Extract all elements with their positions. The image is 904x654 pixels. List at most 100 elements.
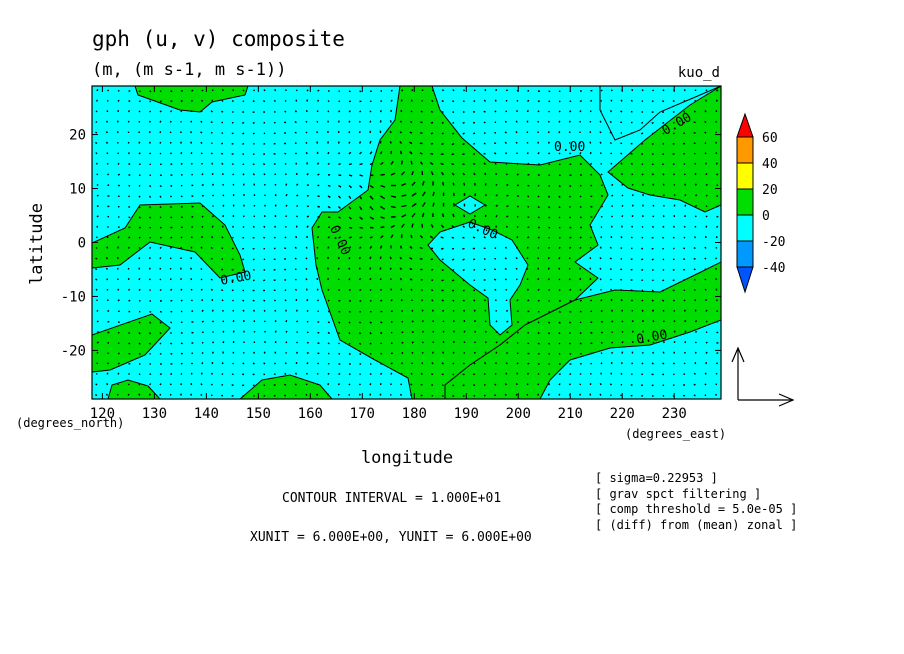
wind-vector [201,341,204,344]
wind-vector [547,206,551,209]
wind-vector [106,362,109,365]
wind-vector [106,299,109,302]
wind-vector [242,121,245,124]
wind-vector [222,330,225,333]
colorbar: 60 40 20 0 -20 -40 [736,112,785,294]
wind-vector [169,110,173,113]
wind-vector [483,110,486,113]
wind-vector [704,268,707,271]
wind-vector [400,383,403,386]
wind-vector [641,309,644,312]
wind-vector [662,236,665,239]
wind-vector [590,362,593,365]
wind-vector [159,184,162,188]
wind-vector [138,184,141,187]
wind-vector [107,215,110,218]
wind-vector [516,352,519,355]
wind-vector [295,351,299,354]
wind-vector [432,202,435,207]
wind-vector [599,120,602,123]
wind-vector [547,120,550,123]
wind-vector [201,351,204,355]
wind-vector [200,383,203,386]
wind-vector [159,288,162,292]
wind-vector [441,142,444,146]
wind-vector [537,163,540,166]
wind-vector [484,225,487,228]
wind-vector [672,362,675,365]
wind-vector [704,131,707,134]
wind-vector [338,321,341,324]
wind-vector [338,236,342,239]
wind-vector [548,352,551,355]
wind-vector [641,173,644,176]
wind-vector [599,131,602,134]
wind-vector [149,352,152,355]
wind-vector [452,394,455,398]
wind-vector [348,267,351,270]
wind-vector [221,99,224,102]
wind-vector [600,299,603,302]
wind-vector [222,194,225,197]
wind-vector [420,372,423,376]
wind-vector [210,257,213,260]
wind-vector [358,120,361,123]
wind-vector [95,110,98,113]
wind-vector [294,131,297,134]
wind-vector [296,204,299,208]
wind-vector [621,341,624,344]
wind-vector [631,194,634,197]
wind-vector [190,162,193,165]
wind-vector [400,109,403,113]
wind-vector [369,310,372,313]
wind-vector [380,362,383,365]
wind-vector [651,299,654,302]
wind-vector [106,100,109,102]
wind-vector [348,90,351,93]
wind-vector [149,90,152,93]
wind-vector [506,341,509,344]
wind-vector [441,362,444,365]
wind-vector [504,257,507,260]
wind-vector [683,132,686,135]
wind-vector [547,278,551,281]
wind-vector [138,100,141,103]
wind-vector [369,140,372,144]
wind-vector [672,299,675,302]
wind-vector [537,195,540,198]
wind-vector [694,299,697,302]
wind-vector [94,267,98,271]
wind-vector [337,246,341,249]
wind-vector [705,205,708,208]
x-tick-label: 220 [610,406,635,422]
wind-vector [316,393,319,396]
wind-vector [641,236,644,239]
positive-region-left-arm [92,202,246,279]
wind-vector [579,99,583,103]
reference-vector [731,346,795,407]
wind-vector [568,383,571,386]
wind-vector [149,216,152,219]
wind-vector [473,268,476,271]
wind-vector [451,153,455,156]
wind-vector [662,351,665,354]
wind-vector [451,279,455,282]
wind-vector [472,121,476,124]
wind-vector [704,278,707,281]
positive-region-top-left [134,86,249,113]
wind-vector [589,162,593,165]
wind-vector [263,100,266,103]
wind-vector [569,184,572,188]
wind-vector [95,278,98,281]
wind-vector [107,184,110,187]
wind-vector [316,257,319,260]
wind-vector [379,245,383,249]
wind-vector [390,299,393,302]
wind-vector [704,120,707,124]
wind-vector [494,121,497,124]
wind-vector [348,246,352,249]
wind-vector [410,288,413,291]
wind-vector [242,362,245,365]
wind-vector [515,267,518,270]
wind-vector [348,174,353,177]
